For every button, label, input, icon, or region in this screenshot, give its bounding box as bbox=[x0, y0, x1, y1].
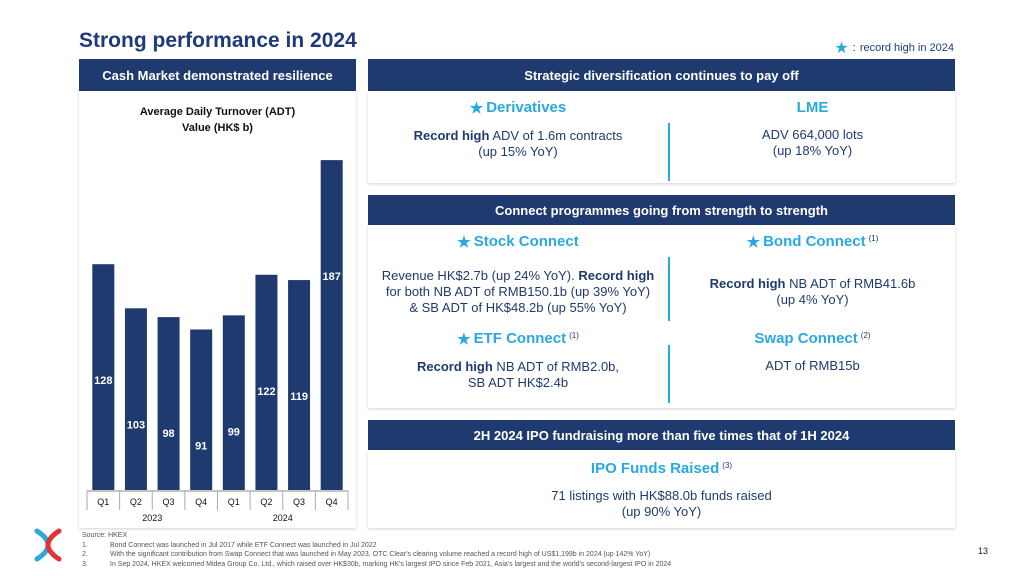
lme-adv: ADV 664,000 lots bbox=[761, 127, 864, 142]
bar-label-7: 187 bbox=[323, 271, 341, 283]
x-tick-label: Q3 bbox=[293, 497, 305, 507]
ipo-title: IPO Funds Raised bbox=[590, 460, 720, 477]
star-icon: ★ bbox=[469, 100, 484, 117]
lme-cell: LME ADV 664,000 lots (up 18% YoY) bbox=[670, 99, 955, 159]
derivatives-title: Derivatives bbox=[486, 99, 567, 116]
etf-connect-title: ETF Connect bbox=[473, 330, 567, 347]
bar-0 bbox=[92, 264, 115, 490]
bar-7 bbox=[320, 160, 343, 490]
connect-header: Connect programmes going from strength t… bbox=[368, 195, 955, 225]
bar-4 bbox=[222, 315, 245, 490]
adt-bar-chart: 128 Q1 103 Q2 98 Q3 91 Q4 99 Q1 122 Q2 119 Q3 187 Q4 202… bbox=[86, 160, 349, 523]
stock-connect-title: Stock Connect bbox=[473, 233, 579, 250]
bond-connect-title: Bond Connect bbox=[763, 233, 866, 250]
hkex-logo-icon bbox=[34, 528, 62, 562]
lme-title: LME bbox=[796, 99, 829, 116]
footnotes: Source: HKEX 1. Bond Connect was launched… bbox=[82, 532, 672, 568]
legend-text: record high in 2024 bbox=[859, 42, 954, 54]
divider bbox=[668, 345, 670, 403]
divider bbox=[668, 123, 670, 181]
x-tick-label: Q1 bbox=[97, 497, 109, 507]
star-icon: ★ bbox=[457, 234, 471, 251]
page-title: Strong performance in 2024 bbox=[79, 29, 357, 52]
x-tick-label: Q1 bbox=[228, 497, 240, 507]
swap-connect-title: Swap Connect bbox=[754, 330, 858, 347]
x-tick-label: Q2 bbox=[260, 497, 272, 507]
stock-connect-cell: ★ Stock Connect Revenue HK$2.7b (up 24% Y… bbox=[381, 233, 655, 315]
bar-2 bbox=[157, 317, 180, 490]
etf-connect-cell: ★ ETF Connect (1) Record high NB ADT of RM… bbox=[416, 330, 620, 390]
lme-yoy: (up 18% YoY) bbox=[772, 143, 853, 158]
ipo-cell: IPO Funds Raised (3) 71 listings with HK$… bbox=[551, 460, 772, 519]
x-tick-label: Q4 bbox=[326, 497, 338, 507]
swap-connect-cell: Swap Connect (2) ADT of RMB15b bbox=[754, 330, 871, 373]
bar-1 bbox=[124, 308, 147, 490]
ipo-header: 2H 2024 IPO fundraising more than five t… bbox=[368, 420, 955, 450]
group-label-1: 2024 bbox=[273, 513, 293, 523]
cash-market-panel: Average Daily Turnover (ADT) Value (HK$ … bbox=[79, 91, 356, 528]
page-number: 13 bbox=[977, 546, 988, 556]
bar-label-2: 98 bbox=[162, 428, 174, 440]
star-icon: ★ bbox=[746, 234, 761, 251]
bar-label-5: 122 bbox=[257, 386, 275, 398]
group-label-0: 2023 bbox=[142, 513, 162, 523]
derivatives-yoy: (up 15% YoY) bbox=[478, 144, 558, 159]
chart-title: Average Daily Turnover (ADT) Value (HK$ … bbox=[139, 106, 296, 134]
star-icon: ★ bbox=[457, 331, 471, 348]
bar-label-6: 119 bbox=[290, 391, 308, 403]
bar-label-0: 128 bbox=[94, 375, 112, 387]
derivatives-cell: ★ Derivatives Record high ADV of 1.6m con… bbox=[368, 99, 668, 160]
derivatives-record: Record high bbox=[413, 128, 490, 143]
diversification-panel: ★ Derivatives Record high ADV of 1.6m con… bbox=[368, 91, 955, 183]
x-tick-label: Q3 bbox=[163, 497, 175, 507]
bar-label-3: 91 bbox=[195, 440, 207, 452]
bar-3 bbox=[190, 329, 213, 490]
x-tick-label: Q2 bbox=[130, 497, 142, 507]
legend: ★ : record high in 2024 bbox=[834, 38, 954, 58]
diversification-header: Strategic diversification continues to p… bbox=[368, 59, 955, 91]
connect-panel: ★ Stock Connect Revenue HK$2.7b (up 24% Y… bbox=[368, 225, 955, 408]
bar-label-1: 103 bbox=[127, 419, 145, 431]
bond-connect-cell: ★ Bond Connect (1) Record high NB ADT of R… bbox=[709, 233, 916, 307]
bar-6 bbox=[288, 280, 311, 490]
divider bbox=[668, 257, 670, 321]
ipo-panel: IPO Funds Raised (3) 71 listings with HK$… bbox=[368, 450, 955, 528]
cash-market-header: Cash Market demonstrated resilience bbox=[79, 59, 356, 91]
star-icon: ★ bbox=[834, 40, 849, 57]
bar-5 bbox=[255, 274, 278, 490]
bar-label-4: 99 bbox=[228, 426, 240, 438]
x-tick-label: Q4 bbox=[195, 497, 207, 507]
legend-separator: : bbox=[852, 42, 856, 54]
